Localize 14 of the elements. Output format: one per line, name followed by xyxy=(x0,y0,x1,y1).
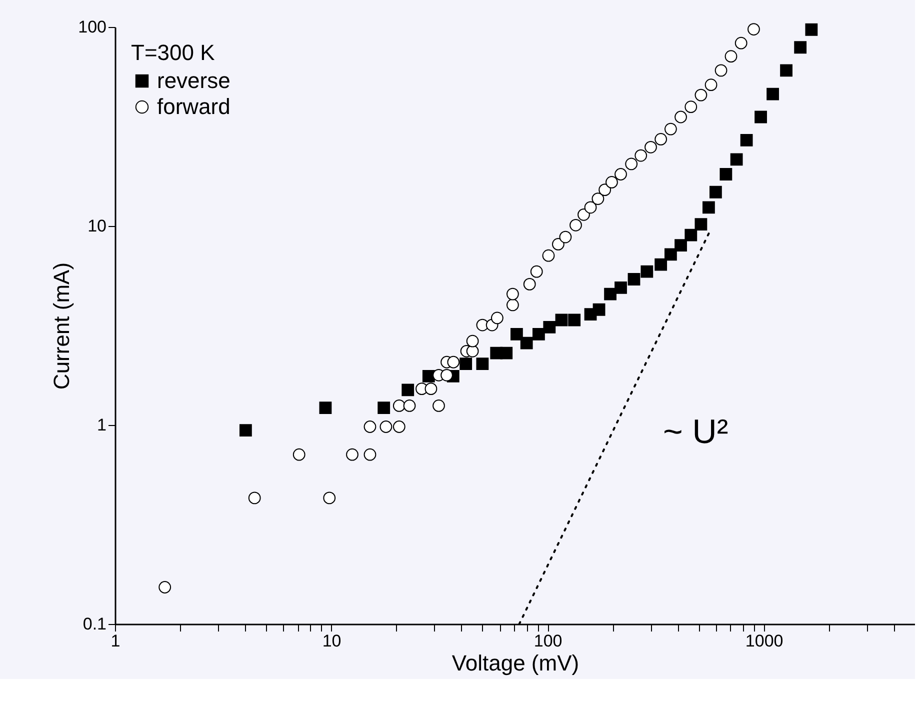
legend-label: reverse xyxy=(157,68,230,93)
x-tick-label: 100 xyxy=(534,632,562,650)
y-tick-label: 10 xyxy=(88,216,106,236)
x-tick-label: 10 xyxy=(322,632,342,650)
annotation: ~ U² xyxy=(663,412,728,451)
legend-title: T=300 K xyxy=(131,40,216,65)
y-axis-title: Current (mA) xyxy=(49,262,74,390)
y-tick-label: 1 xyxy=(97,416,106,434)
x-axis-title: Voltage (mV) xyxy=(452,650,580,676)
legend-label: forward xyxy=(157,94,230,119)
x-tick-label: 1 xyxy=(110,632,120,650)
x-tick-label: 1000 xyxy=(745,632,784,650)
y-tick-label: 100 xyxy=(78,18,106,36)
y-tick-label: 0.1 xyxy=(82,614,106,634)
